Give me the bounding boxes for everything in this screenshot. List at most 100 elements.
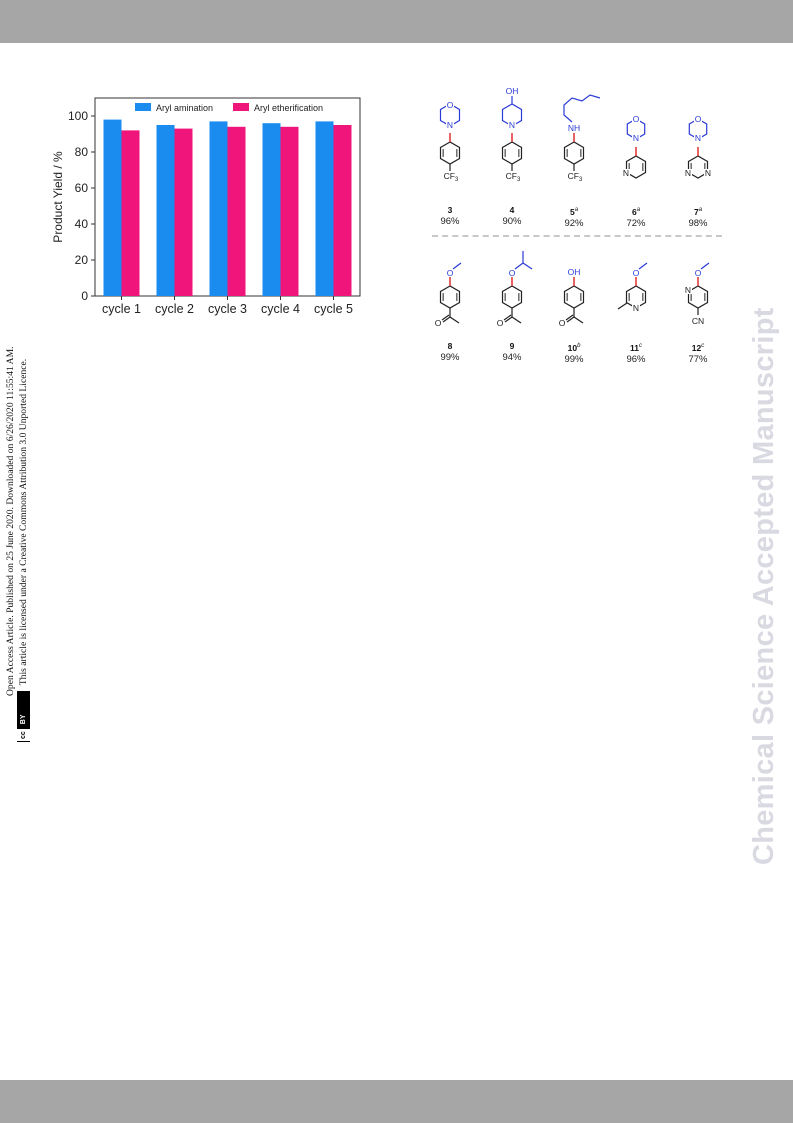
y-tick-label: 40 <box>75 217 89 231</box>
bar-aryl-etherification <box>174 128 193 296</box>
compound-yield: 92% <box>564 217 584 229</box>
bar-aryl-etherification <box>121 130 140 296</box>
cc-by-badge[interactable]: cc BY <box>17 691 30 742</box>
svg-text:O: O <box>695 114 702 124</box>
structure-6-icon: NON <box>622 114 647 179</box>
compound-yield: 90% <box>502 216 522 227</box>
compound-number: 5a <box>569 206 579 217</box>
svg-text:O: O <box>497 318 504 328</box>
y-axis-title: Product Yield / % <box>51 151 65 243</box>
bar-aryl-amination <box>156 125 175 296</box>
compound-number: 4 <box>509 205 515 215</box>
license-note: Open Access Article. Published on 25 Jun… <box>4 272 44 742</box>
footer-band <box>0 1080 793 1123</box>
legend-label: Aryl etherification <box>254 103 323 113</box>
structure-9-icon: OO <box>497 251 533 328</box>
svg-text:O: O <box>633 268 640 278</box>
compound-8: O O 8 99% <box>420 245 480 363</box>
y-tick-label: 20 <box>75 253 89 267</box>
x-tick-label: cycle 1 <box>102 302 141 316</box>
svg-text:N: N <box>623 168 629 178</box>
structure-12-icon: ON CN <box>684 262 710 326</box>
svg-text:OH: OH <box>568 267 581 277</box>
structure-7-icon: NON N <box>684 114 712 179</box>
compound-4: CF3 N OH 4 90% <box>482 85 542 227</box>
y-tick-label: 100 <box>68 109 88 123</box>
compound-6: N O N 6a 72% <box>606 85 666 229</box>
x-tick-label: cycle 3 <box>208 302 247 316</box>
svg-text:CF3: CF3 <box>506 171 521 183</box>
legend-label: Aryl amination <box>156 103 213 113</box>
svg-text:N: N <box>705 168 711 178</box>
structure-8-icon: OO <box>435 262 462 328</box>
structure-3-icon: CF3 NO <box>439 100 461 183</box>
svg-text:N: N <box>695 133 701 143</box>
svg-text:CF3: CF3 <box>568 171 583 183</box>
compound-number: 9 <box>509 341 515 351</box>
compound-3: CF3 N O 3 96% <box>420 85 480 227</box>
compound-yield: 99% <box>564 353 584 365</box>
structure-11-icon: ON <box>617 262 648 313</box>
license-line-1: Open Access Article. Published on 25 Jun… <box>5 346 16 696</box>
svg-text:N: N <box>447 120 453 130</box>
yield-bar-chart: 0 20 40 60 80 100 cycle 1 cycle 2 cycle 3 cycle 4… <box>51 97 361 316</box>
license-line-2[interactable]: This article is licensed under a Creativ… <box>18 358 29 686</box>
compound-5: CF3 NH 5a 92% <box>544 85 604 229</box>
compound-number: 8 <box>447 341 453 351</box>
compound-yield: 96% <box>440 216 460 227</box>
x-tick-label: cycle 4 <box>261 302 300 316</box>
compound-7: N O N N 7a 98% <box>668 85 728 229</box>
y-tick-label: 80 <box>75 145 89 159</box>
svg-text:N: N <box>509 120 515 130</box>
compound-number: 3 <box>447 205 453 215</box>
svg-text:O: O <box>509 268 516 278</box>
header-band <box>0 0 793 43</box>
compound-9: O O 9 94% <box>482 245 542 363</box>
compound-number: 6a <box>631 206 641 217</box>
journal-watermark: Chemical Science Accepted Manuscript <box>748 307 780 865</box>
svg-text:O: O <box>633 114 640 124</box>
legend-swatch <box>135 103 151 111</box>
x-tick-label: cycle 5 <box>314 302 353 316</box>
bar-aryl-amination <box>262 123 281 296</box>
y-tick-label: 60 <box>75 181 89 195</box>
compound-yield: 99% <box>440 352 460 363</box>
compound-yield: 96% <box>626 353 646 365</box>
compound-scheme: CF3 N O 3 96% CF3 N OH 4 90% CF3 NH 5a 92% N O N 6a 72% N O N… <box>410 85 730 375</box>
by-icon: BY <box>17 692 30 729</box>
svg-text:N: N <box>685 285 691 295</box>
bar-aryl-amination <box>315 121 334 297</box>
structure-10-icon: OH O <box>559 267 585 328</box>
compound-number: 10b <box>567 342 581 353</box>
cc-icon: cc <box>17 728 30 741</box>
compound-10: OH O 10b 99% <box>544 245 604 365</box>
svg-text:NH: NH <box>568 123 580 133</box>
compound-yield: 94% <box>502 352 522 363</box>
svg-text:CF3: CF3 <box>444 171 459 183</box>
compound-yield: 77% <box>688 353 708 365</box>
bar-aryl-etherification <box>227 126 246 296</box>
structure-5-icon: CF3 NH <box>563 94 601 183</box>
x-tick-label: cycle 2 <box>155 302 194 316</box>
bar-aryl-etherification <box>280 126 299 296</box>
compound-yield: 72% <box>626 217 646 229</box>
compound-11: O N 11c 96% <box>606 245 666 365</box>
compound-number: 12c <box>691 342 705 353</box>
compound-yield: 98% <box>688 217 708 229</box>
svg-text:O: O <box>695 268 702 278</box>
svg-text:O: O <box>559 318 566 328</box>
legend-swatch <box>233 103 249 111</box>
structure-4-icon: CF3 N OH <box>501 86 523 183</box>
svg-text:OH: OH <box>506 86 519 96</box>
svg-text:CN: CN <box>692 316 704 326</box>
compound-12: O N CN 12c 77% <box>668 245 728 365</box>
row-divider <box>432 235 722 237</box>
svg-text:N: N <box>633 303 639 313</box>
compound-number: 11c <box>630 342 642 353</box>
svg-text:O: O <box>447 268 454 278</box>
svg-text:O: O <box>447 100 454 110</box>
y-tick-label: 0 <box>81 289 88 303</box>
svg-text:N: N <box>633 133 639 143</box>
bar-aryl-etherification <box>333 125 352 296</box>
svg-text:N: N <box>685 168 691 178</box>
